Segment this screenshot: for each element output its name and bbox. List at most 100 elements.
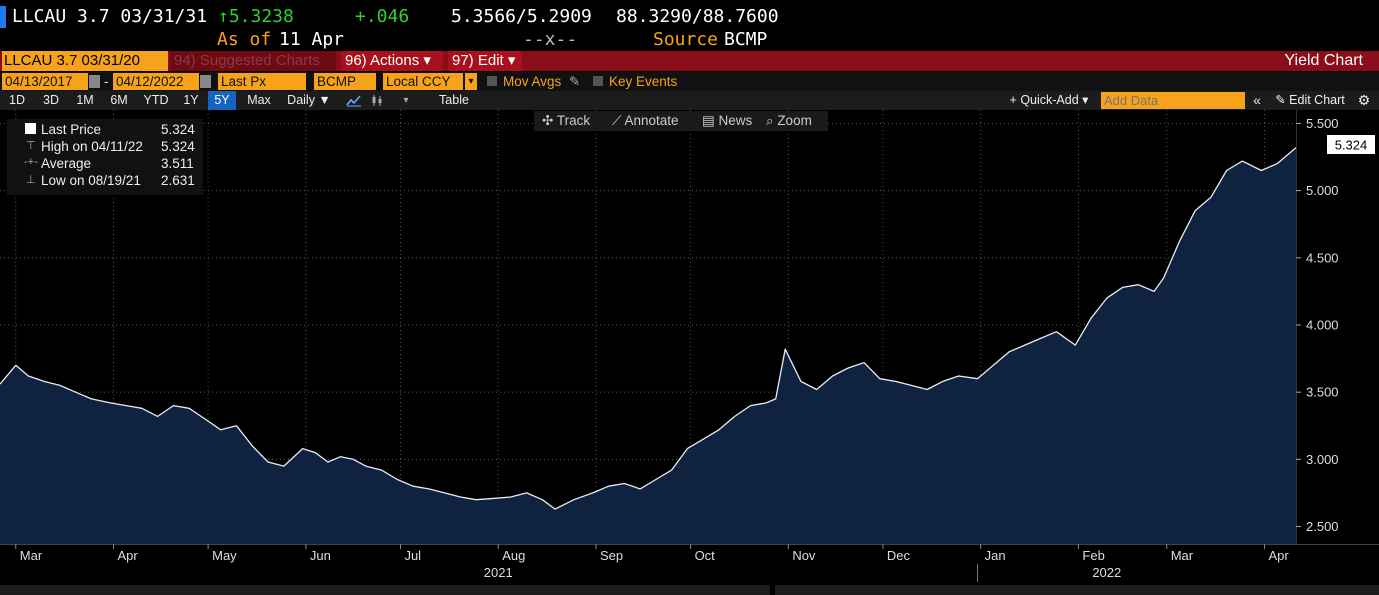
news-tool[interactable]: ▤ News xyxy=(702,111,752,131)
source-value: BCMP xyxy=(724,29,768,50)
x-tick-label: Mar xyxy=(1171,548,1194,563)
x-tick-label: Sep xyxy=(600,548,623,563)
calendar-icon[interactable] xyxy=(200,75,211,88)
track-tool[interactable]: ✣ Track xyxy=(542,111,590,131)
end-date-field[interactable]: 04/12/2022 xyxy=(113,73,199,90)
legend-high-label: High on 04/11/22 xyxy=(41,139,143,154)
y-tick-label: 5.500 xyxy=(1306,116,1339,131)
actions-menu[interactable]: 96) Actions ▾ xyxy=(341,51,443,71)
legend-low-value: 2.631 xyxy=(161,173,195,188)
news-label: News xyxy=(718,113,753,128)
x-tick-label: Apr xyxy=(1268,548,1289,563)
annotate-label: Annotate xyxy=(624,113,679,128)
x-tick-label: Nov xyxy=(792,548,816,563)
yield-chart[interactable]: 2.500 3.000 3.500 4.000 4.500 5.000 5.500 5.32… xyxy=(0,110,1379,595)
edit-menu[interactable]: 97) Edit ▾ xyxy=(448,51,522,71)
pencil-icon: ✎ xyxy=(1275,93,1290,107)
x-tick-label: Aug xyxy=(502,548,525,563)
parameter-row: 04/13/2017 - 04/12/2022 Last Px BCMP Loc… xyxy=(0,72,1379,91)
mov-avgs-label[interactable]: Mov Avgs xyxy=(503,74,562,89)
frequency-selector[interactable]: Daily ▼ xyxy=(287,93,331,107)
last-price-swatch[interactable] xyxy=(25,123,36,134)
field-selector[interactable]: Last Px xyxy=(218,73,306,90)
period-max[interactable]: Max xyxy=(247,93,271,107)
y-tick-label: 3.000 xyxy=(1306,452,1339,467)
period-ytd[interactable]: YTD xyxy=(143,93,169,107)
edit-chart-button[interactable]: ✎ Edit Chart xyxy=(1270,91,1350,110)
period-1d[interactable]: 1D xyxy=(9,93,25,107)
key-events-checkbox[interactable] xyxy=(593,76,603,86)
chart-legend: Last Price 5.324 ⊤ High on 04/11/22 5.32… xyxy=(7,119,203,195)
chart-tool-strip: ✣ Track ⟋ Annotate ▤ News ⌕ Zoom xyxy=(534,111,828,131)
high-marker-icon: ⊤ xyxy=(26,140,36,152)
scrollbar-track-left[interactable] xyxy=(0,585,770,595)
period-5y[interactable]: 5Y xyxy=(208,91,236,110)
y-axis: 2.500 3.000 3.500 4.000 4.500 5.000 5.500 xyxy=(1296,116,1339,534)
y-tick-label: 4.000 xyxy=(1306,317,1339,332)
key-events-label[interactable]: Key Events xyxy=(609,74,678,89)
track-label: Track xyxy=(556,113,591,128)
legend-last-label: Last Price xyxy=(41,122,102,137)
legend-high-value: 5.324 xyxy=(161,139,195,154)
quote-header: LLCAU 3.7 03/31/31 ↑5.3238 +.046 5.3566/… xyxy=(0,0,1379,50)
quote-spacer: --x-- xyxy=(523,29,578,50)
gear-icon[interactable]: ⚙ xyxy=(1357,92,1371,108)
price-line xyxy=(0,147,1297,510)
y-tick-label: 5.000 xyxy=(1306,183,1339,198)
annotate-tool[interactable]: ⟋ Annotate xyxy=(612,111,679,131)
quick-add-button[interactable]: + Quick-Add ▾ xyxy=(1009,93,1089,107)
line-chart-icon[interactable] xyxy=(343,91,365,110)
chart-title: Yield Chart xyxy=(1284,52,1363,69)
y-tick-label: 2.500 xyxy=(1306,519,1339,534)
security-input[interactable]: LLCAU 3.7 03/31/20 xyxy=(2,51,168,71)
x-axis-line xyxy=(0,544,1379,545)
x-tick-label: May xyxy=(212,548,237,563)
low-marker-icon: ⊥ xyxy=(26,174,36,186)
currency-selector[interactable]: Local CCY xyxy=(383,73,463,90)
edit-chart-label: Edit Chart xyxy=(1289,93,1345,107)
quote-last: ↑5.3238 xyxy=(218,6,294,27)
y-axis-line xyxy=(1296,110,1297,544)
collapse-icon[interactable]: « xyxy=(1253,92,1261,108)
as-of-label: As of xyxy=(217,29,272,50)
date-separator-icon: - xyxy=(104,74,109,89)
chevron-down-icon[interactable]: ▾ xyxy=(465,73,477,90)
period-1y[interactable]: 1Y xyxy=(183,93,199,107)
zoom-tool[interactable]: ⌕ Zoom xyxy=(766,111,812,131)
period-toolbar: 1D 3D 1M 6M YTD 1Y 5Y Max Daily ▼ ▾ Tabl… xyxy=(0,91,1379,110)
start-date-field[interactable]: 04/13/2017 xyxy=(2,73,88,90)
security-indicator xyxy=(0,6,6,28)
x-tick-label: Apr xyxy=(118,548,139,563)
zoom-label: Zoom xyxy=(777,113,812,128)
legend-avg-value: 3.511 xyxy=(161,156,194,171)
x-tick-label: Oct xyxy=(695,548,716,563)
annotate-icon: ⟋ xyxy=(612,113,625,128)
legend-last-value: 5.324 xyxy=(161,122,195,137)
table-button[interactable]: Table xyxy=(439,93,469,107)
x-tick-label: Jan xyxy=(985,548,1006,563)
legend-avg-label: Average xyxy=(41,156,92,171)
scrollbar-track-right[interactable] xyxy=(775,585,1379,595)
crosshair-icon: ✣ xyxy=(542,113,557,128)
x-tick-label: Mar xyxy=(20,548,43,563)
news-icon: ▤ xyxy=(702,113,719,128)
x-tick-label: Feb xyxy=(1082,548,1104,563)
add-data-input[interactable] xyxy=(1101,92,1245,109)
chevron-down-icon[interactable]: ▾ xyxy=(403,95,409,106)
pencil-icon[interactable]: ✎ xyxy=(569,74,581,89)
mov-avgs-checkbox[interactable] xyxy=(487,76,497,86)
calendar-icon[interactable] xyxy=(89,75,100,88)
x-year-label: 2021 xyxy=(484,565,513,580)
as-of-date: 11 Apr xyxy=(279,29,345,50)
period-3d[interactable]: 3D xyxy=(43,93,59,107)
candle-chart-icon[interactable] xyxy=(366,91,388,110)
price-area xyxy=(0,147,1296,544)
quote-ticker: LLCAU 3.7 03/31/31 xyxy=(12,6,208,27)
period-6m[interactable]: 6M xyxy=(110,93,128,107)
source-selector[interactable]: BCMP xyxy=(314,73,376,90)
suggested-charts-button[interactable]: 94) Suggested Charts xyxy=(170,51,336,71)
average-marker-icon: -+- xyxy=(24,156,38,168)
source-label: Source xyxy=(653,29,719,50)
x-year-label: 2022 xyxy=(1092,565,1121,580)
period-1m[interactable]: 1M xyxy=(76,93,94,107)
